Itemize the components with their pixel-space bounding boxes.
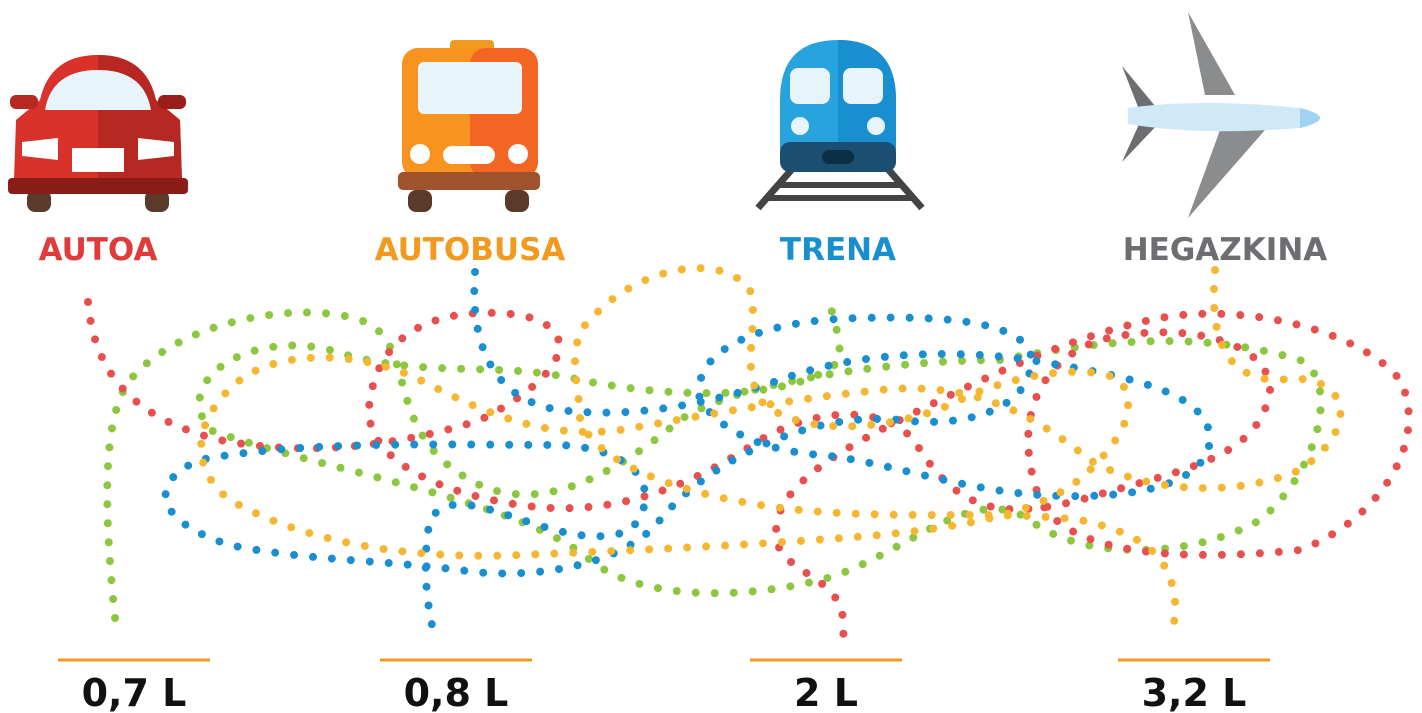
consumption-value: 0,7 L [82, 671, 187, 713]
consumption-value: 2 L [794, 671, 858, 713]
plane-icon [1122, 12, 1320, 218]
orange-line [201, 268, 1340, 637]
train-icon [758, 40, 922, 208]
vehicle-label: AUTOBUSA [375, 232, 566, 268]
vehicle-label: AUTOA [39, 232, 158, 268]
vehicle-label: HEGAZKINA [1123, 232, 1328, 268]
car-icon [8, 55, 188, 212]
consumption-value: 0,8 L [404, 671, 509, 713]
blue-line [166, 272, 1210, 637]
dotted-lines [88, 268, 1409, 638]
infographic: AUTOA AUTOBUSA TRENA HEGAZKINA 0,7 L 0,8… [0, 0, 1422, 713]
consumption-value: 3,2 L [1142, 671, 1247, 713]
red-line [88, 302, 1409, 638]
vehicle-label: TRENA [780, 232, 896, 268]
green-line [107, 295, 1321, 618]
bus-icon [398, 40, 540, 212]
